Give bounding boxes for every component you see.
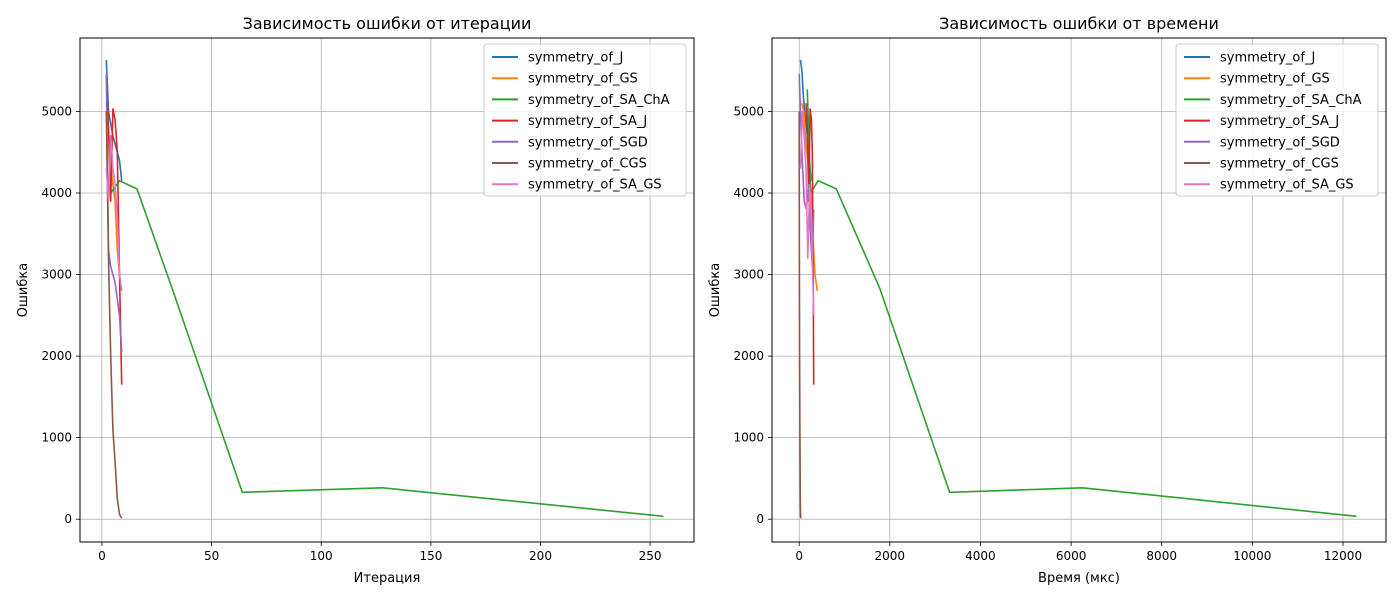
legend-items: symmetry_of_J symmetry_of_GS symmetry_of_S… <box>1184 51 1362 193</box>
series-line-symmetry-of-j <box>105 59 123 181</box>
y-tick-label: 2000 <box>733 349 764 363</box>
x-tick-label: 10000 <box>1233 549 1271 563</box>
axis-ticks: 0 2000 4000 6000 8000 10000 12000 0 1000 2000 3000… <box>733 104 1362 563</box>
legend-frame <box>483 43 687 197</box>
x-axis-label: Время (мкс) <box>1038 571 1120 586</box>
y-tick-label: 1000 <box>41 431 72 445</box>
series-layer <box>798 59 1357 519</box>
legend-entry: symmetry_of_SA_GS <box>528 178 662 193</box>
legend-entry: symmetry_of_J <box>528 51 623 66</box>
chart-title: Зависимость ошибки от итерации <box>243 14 532 33</box>
x-tick-label: 8000 <box>1146 549 1177 563</box>
y-tick-label: 3000 <box>41 268 72 282</box>
series-line-symmetry-of-sa-cha <box>806 89 1357 518</box>
x-tick-label: 4000 <box>965 549 996 563</box>
y-tick-label: 4000 <box>733 186 764 200</box>
x-tick-label: 250 <box>639 549 662 563</box>
chart-error-vs-time: 0 2000 4000 6000 8000 10000 12000 0 1000 2000 3000… <box>708 14 1387 586</box>
legend-entry: symmetry_of_CGS <box>1220 157 1339 172</box>
legend-frame <box>1175 43 1379 197</box>
y-tick-label: 1000 <box>733 431 764 445</box>
x-tick-label: 0 <box>98 549 106 563</box>
x-tick-label: 12000 <box>1324 549 1362 563</box>
series-line-symmetry-of-sa-gs <box>799 110 815 316</box>
x-tick-label: 2000 <box>875 549 906 563</box>
y-axis-label: Ошибка <box>708 263 723 317</box>
y-tick-label: 5000 <box>41 104 72 118</box>
chart-title: Зависимость ошибки от времени <box>939 14 1219 33</box>
series-line-symmetry-of-cgs <box>105 111 123 519</box>
y-tick-label: 0 <box>64 512 72 526</box>
legend-entry: symmetry_of_SA_J <box>1220 114 1339 129</box>
y-tick-label: 4000 <box>41 186 72 200</box>
plot-frame <box>771 37 1387 543</box>
x-axis-label: Итерация <box>354 571 421 586</box>
legend: symmetry_of_J symmetry_of_GS symmetry_of_S… <box>1175 43 1379 197</box>
legend-entry: symmetry_of_SA_ChA <box>1220 93 1362 108</box>
plot-frame <box>79 37 695 543</box>
y-tick-label: 5000 <box>733 104 764 118</box>
series-layer <box>105 59 664 519</box>
series-line-symmetry-of-cgs <box>798 111 802 519</box>
y-tick-label: 2000 <box>41 349 72 363</box>
x-tick-label: 50 <box>204 549 219 563</box>
x-tick-label: 200 <box>529 549 552 563</box>
legend-entry: symmetry_of_SGD <box>528 135 648 150</box>
legend-items: symmetry_of_J symmetry_of_GS symmetry_of_S… <box>492 51 670 193</box>
x-tick-label: 100 <box>310 549 333 563</box>
legend-entry: symmetry_of_GS <box>528 72 638 87</box>
series-line-symmetry-of-sa-gs <box>105 135 123 291</box>
chart-error-vs-iteration: 0 50 100 150 200 250 0 1000 2000 3000 4000 5000 Зав… <box>16 14 695 586</box>
legend-entry: symmetry_of_SA_J <box>528 114 647 129</box>
legend-entry: symmetry_of_SGD <box>1220 135 1340 150</box>
legend-entry: symmetry_of_J <box>1220 51 1315 66</box>
axis-ticks: 0 50 100 150 200 250 0 1000 2000 3000 4000 5000 <box>41 104 661 563</box>
series-line-symmetry-of-sa-cha <box>110 179 664 518</box>
y-tick-label: 0 <box>756 512 764 526</box>
x-tick-label: 150 <box>419 549 442 563</box>
legend-entry: symmetry_of_SA_ChA <box>528 93 670 108</box>
x-tick-label: 6000 <box>1056 549 1087 563</box>
legend: symmetry_of_J symmetry_of_GS symmetry_of_S… <box>483 43 687 197</box>
legend-entry: symmetry_of_SA_GS <box>1220 178 1354 193</box>
legend-entry: symmetry_of_GS <box>1220 72 1330 87</box>
y-axis-label: Ошибка <box>16 263 31 317</box>
y-tick-label: 3000 <box>733 268 764 282</box>
legend-entry: symmetry_of_CGS <box>528 157 647 172</box>
x-tick-label: 0 <box>795 549 803 563</box>
